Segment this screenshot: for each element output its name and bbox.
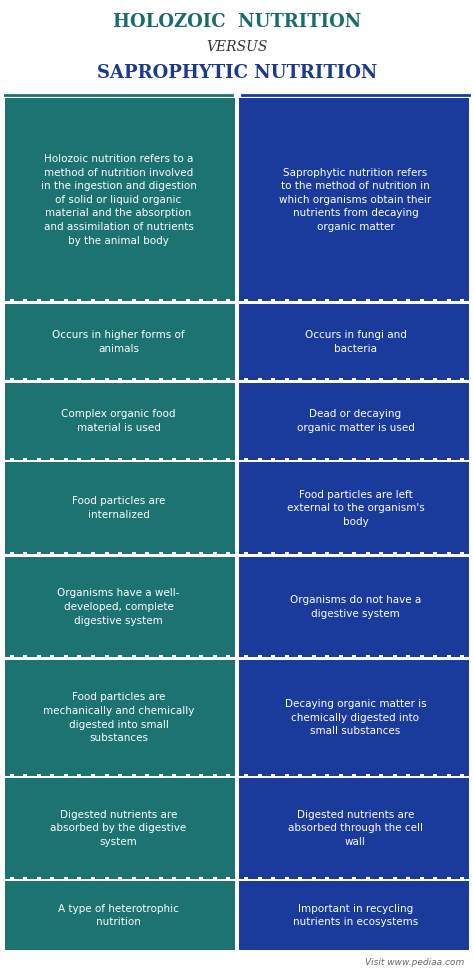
Text: Organisms do not have a
digestive system: Organisms do not have a digestive system — [290, 595, 421, 619]
Bar — [239, 556, 469, 657]
Bar — [5, 881, 235, 950]
Text: Occurs in higher forms of
animals: Occurs in higher forms of animals — [52, 330, 185, 354]
Bar — [5, 556, 235, 657]
Bar — [239, 383, 469, 459]
Bar — [239, 881, 469, 950]
Text: VERSUS: VERSUS — [206, 40, 268, 54]
Text: Complex organic food
material is used: Complex organic food material is used — [61, 410, 176, 433]
Bar — [239, 304, 469, 381]
Bar — [5, 778, 235, 879]
Text: Dead or decaying
organic matter is used: Dead or decaying organic matter is used — [297, 410, 414, 433]
Text: A type of heterotrophic
nutrition: A type of heterotrophic nutrition — [58, 904, 179, 927]
Text: Organisms have a well-
developed, complete
digestive system: Organisms have a well- developed, comple… — [57, 588, 180, 625]
Text: Occurs in fungi and
bacteria: Occurs in fungi and bacteria — [305, 330, 406, 354]
Text: SAPROPHYTIC NUTRITION: SAPROPHYTIC NUTRITION — [97, 64, 377, 82]
Bar — [5, 98, 235, 301]
Bar — [5, 383, 235, 459]
Bar — [5, 304, 235, 381]
Text: Digested nutrients are
absorbed by the digestive
system: Digested nutrients are absorbed by the d… — [50, 810, 187, 847]
Text: Digested nutrients are
absorbed through the cell
wall: Digested nutrients are absorbed through … — [288, 810, 423, 847]
Text: Decaying organic matter is
chemically digested into
small substances: Decaying organic matter is chemically di… — [285, 699, 426, 736]
Bar — [239, 462, 469, 554]
Text: HOLOZOIC  NUTRITION: HOLOZOIC NUTRITION — [113, 13, 361, 31]
Text: Important in recycling
nutrients in ecosystems: Important in recycling nutrients in ecos… — [293, 904, 418, 927]
Text: Food particles are left
external to the organism's
body: Food particles are left external to the … — [287, 489, 424, 527]
Text: Visit www.pediaa.com: Visit www.pediaa.com — [365, 957, 464, 966]
Bar — [239, 659, 469, 776]
Text: Food particles are
mechanically and chemically
digested into small
substances: Food particles are mechanically and chem… — [43, 692, 194, 743]
Bar — [5, 462, 235, 554]
Bar — [5, 659, 235, 776]
Text: Holozoic nutrition refers to a
method of nutrition involved
in the ingestion and: Holozoic nutrition refers to a method of… — [41, 154, 196, 246]
Text: Food particles are
internalized: Food particles are internalized — [72, 496, 165, 520]
Text: Saprophytic nutrition refers
to the method of nutrition in
which organisms obtai: Saprophytic nutrition refers to the meth… — [279, 168, 432, 232]
Bar — [239, 98, 469, 301]
Bar — [239, 778, 469, 879]
